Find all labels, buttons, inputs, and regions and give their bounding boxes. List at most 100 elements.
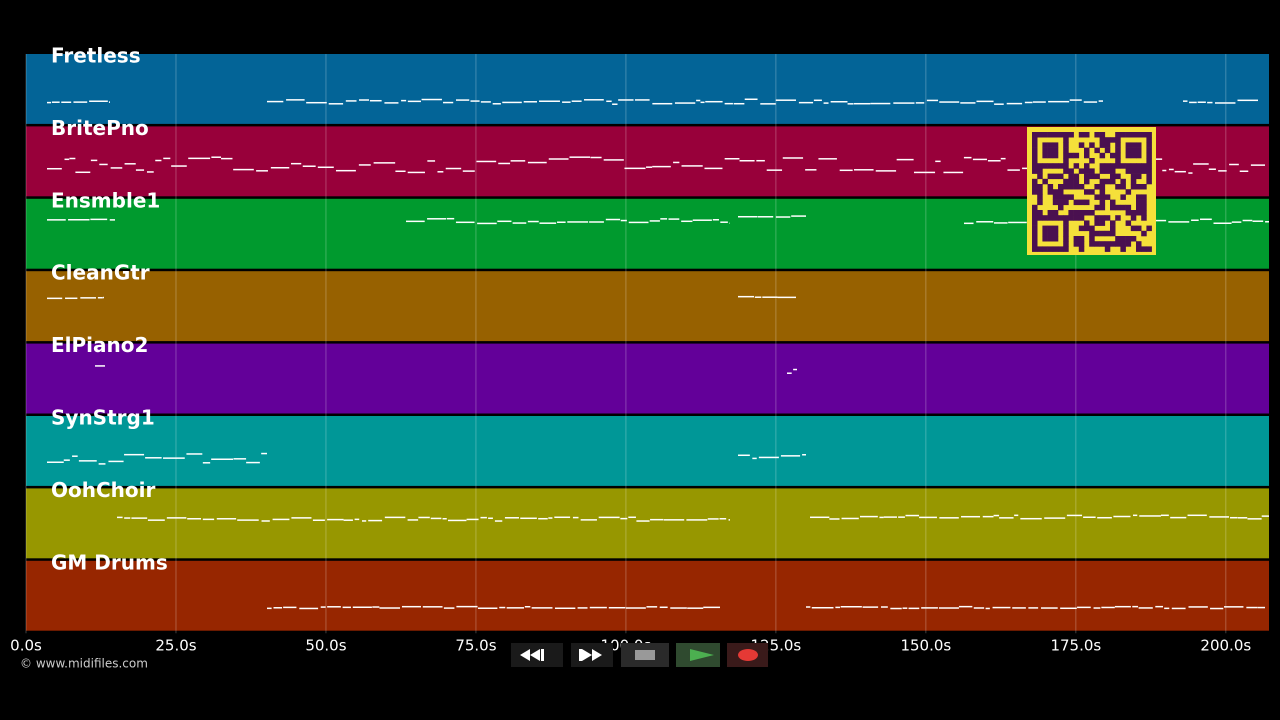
qr-cell: [1052, 225, 1059, 232]
note: [51, 101, 60, 103]
note: [261, 452, 267, 455]
qr-cell: [1099, 194, 1106, 200]
note: [98, 463, 106, 465]
qr-cell: [1089, 189, 1095, 195]
qr-cell: [1094, 204, 1100, 211]
note: [72, 455, 78, 457]
qr-cell: [1058, 215, 1064, 221]
qr-cell: [1032, 225, 1038, 232]
qr-cell: [1042, 152, 1048, 159]
note: [538, 517, 548, 520]
note: [780, 455, 801, 457]
note: [1174, 170, 1186, 173]
note: [1188, 172, 1193, 174]
note: [870, 102, 891, 105]
qr-cell: [1130, 142, 1137, 148]
note: [384, 102, 399, 104]
forward-button[interactable]: [571, 643, 613, 667]
qr-cell: [1115, 173, 1121, 180]
qr-cell: [1136, 225, 1142, 232]
note: [1083, 101, 1098, 103]
note: [1155, 605, 1163, 608]
track-lane: [26, 54, 1269, 124]
note: [620, 219, 627, 222]
note: [256, 170, 268, 172]
note: [1197, 101, 1206, 103]
track-name: GM Drums: [51, 550, 168, 574]
track-lane: [26, 271, 1269, 342]
qr-cell: [1130, 163, 1137, 169]
note: [261, 520, 270, 522]
qr-cell: [1037, 246, 1043, 252]
qr-cell: [1099, 152, 1106, 159]
note: [1101, 606, 1115, 609]
note: [1114, 605, 1131, 608]
note: [961, 515, 981, 518]
qr-cell: [1136, 152, 1142, 159]
note: [1210, 607, 1224, 610]
qr-cell: [1047, 225, 1054, 232]
note: [492, 103, 501, 105]
note: [1138, 607, 1153, 609]
note: [603, 159, 624, 161]
qr-cell: [1047, 142, 1054, 148]
note: [987, 160, 1001, 162]
note: [145, 457, 162, 459]
qr-cell: [1052, 189, 1059, 195]
note: [636, 520, 650, 522]
note: [919, 516, 937, 519]
qr-cell: [1136, 194, 1142, 200]
note: [359, 99, 370, 101]
x-tick-label: 0.0s: [10, 637, 42, 655]
qr-cell: [1084, 173, 1090, 180]
x-tick-label: 25.0s: [155, 637, 196, 655]
note: [943, 171, 964, 174]
qr-cell: [1141, 194, 1147, 200]
qr-cell: [1099, 163, 1106, 169]
note: [681, 165, 703, 167]
note: [793, 368, 797, 371]
qr-cell: [1037, 168, 1043, 174]
record-button[interactable]: [727, 643, 768, 667]
qr-cell: [1078, 132, 1085, 138]
stop-button[interactable]: [621, 643, 669, 667]
qr-cell: [1032, 152, 1038, 159]
qr-cell: [1110, 173, 1116, 180]
qr-cell: [1094, 173, 1100, 180]
note: [733, 102, 745, 105]
note: [1066, 514, 1083, 517]
qr-cell: [1125, 210, 1132, 216]
note: [1187, 514, 1207, 517]
note: [620, 517, 628, 520]
note: [823, 102, 829, 104]
rewind-button[interactable]: [511, 643, 563, 667]
note: [1014, 514, 1019, 517]
note: [589, 606, 607, 609]
note: [670, 607, 687, 609]
note: [163, 457, 185, 459]
note: [462, 170, 475, 172]
x-tick-label: 150.0s: [900, 637, 951, 655]
play-button[interactable]: [676, 643, 720, 667]
note: [577, 607, 588, 609]
note: [939, 517, 959, 519]
qr-cell: [1136, 173, 1142, 180]
note: [993, 222, 1008, 224]
note: [1133, 514, 1138, 517]
note: [728, 519, 730, 521]
note: [221, 157, 233, 160]
qr-cell: [1073, 236, 1080, 242]
note: [108, 460, 124, 463]
qr-cell: [1125, 132, 1132, 138]
qr-cell: [1042, 230, 1048, 237]
note: [373, 162, 396, 164]
note: [69, 157, 76, 160]
qr-cell: [1047, 132, 1054, 138]
note: [202, 518, 215, 521]
qr-cell: [1063, 241, 1069, 247]
note: [1020, 517, 1042, 520]
qr-cell: [1110, 225, 1116, 232]
qr-cell: [1078, 236, 1085, 242]
track-lane: [26, 560, 1269, 631]
qr-cell: [1146, 132, 1152, 138]
